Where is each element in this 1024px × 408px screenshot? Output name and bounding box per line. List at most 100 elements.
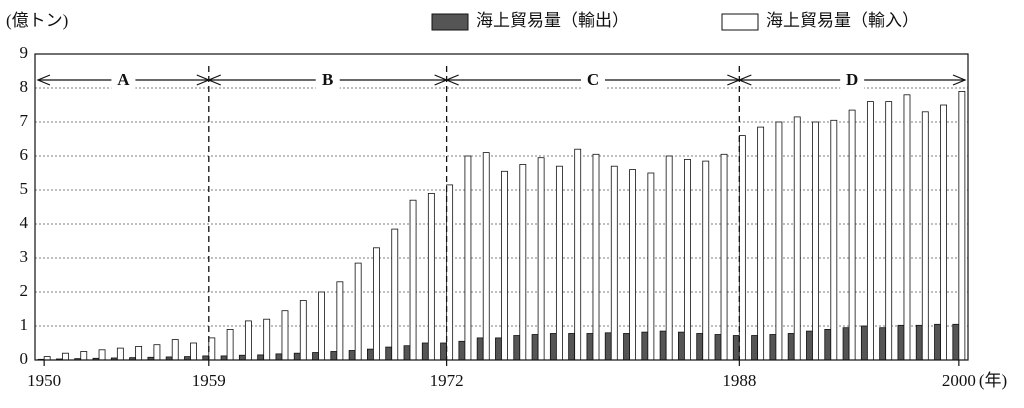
- bar: [684, 158, 691, 361]
- bar: [373, 247, 380, 361]
- label-bg: [580, 70, 605, 90]
- bar: [293, 352, 301, 361]
- bar: [665, 155, 673, 361]
- y-tick-label: 8: [20, 77, 29, 96]
- bar: [476, 337, 484, 361]
- bar: [732, 335, 740, 361]
- arrow-head: [36, 74, 51, 86]
- bar: [409, 199, 417, 361]
- bar: [391, 228, 399, 361]
- y-tick-label: 4: [20, 213, 29, 232]
- legend-label: 海上貿易量（輸出）: [476, 11, 629, 30]
- bar: [574, 148, 582, 361]
- bar: [866, 101, 874, 361]
- bar: [421, 342, 429, 361]
- bar: [330, 351, 338, 361]
- bar: [80, 351, 88, 361]
- bar: [555, 165, 563, 361]
- bar: [830, 119, 838, 361]
- label-bg: [840, 70, 865, 90]
- legend-swatch: [721, 13, 759, 31]
- bar: [482, 152, 490, 361]
- y-tick-label: 3: [20, 247, 29, 266]
- y-tick-label: 1: [20, 315, 29, 334]
- bar: [62, 352, 69, 361]
- bar: [903, 94, 911, 361]
- bar: [318, 291, 325, 361]
- bar: [336, 281, 344, 361]
- bar: [824, 328, 832, 361]
- bar: [940, 104, 947, 361]
- bar: [531, 334, 539, 361]
- y-unit: (億トン): [6, 11, 68, 30]
- bar: [714, 334, 722, 361]
- plot-frame: [34, 53, 969, 361]
- bar: [495, 337, 502, 361]
- bar: [879, 327, 887, 361]
- bar: [848, 109, 856, 361]
- bar: [787, 333, 795, 361]
- period-label: A: [117, 70, 130, 89]
- bar: [769, 334, 777, 361]
- bar: [312, 352, 319, 361]
- bar: [263, 318, 271, 361]
- y-tick-label: 2: [20, 281, 29, 300]
- bar: [751, 335, 759, 361]
- bar: [678, 331, 685, 361]
- period-label: C: [587, 70, 599, 89]
- x-tick-label: 2000: [942, 371, 976, 390]
- bar: [299, 300, 307, 361]
- bar: [592, 153, 600, 361]
- bar: [275, 353, 283, 361]
- bar: [208, 337, 216, 361]
- bar: [153, 344, 161, 361]
- bar: [135, 345, 143, 361]
- x-tick-label: 1950: [27, 371, 61, 390]
- bar: [202, 355, 210, 361]
- bar: [464, 155, 472, 361]
- y-tick-label: 6: [20, 145, 29, 164]
- bar: [446, 184, 454, 361]
- bar: [171, 339, 179, 361]
- bar: [440, 342, 448, 361]
- bar: [244, 320, 252, 361]
- bar: [226, 328, 234, 361]
- bar: [238, 354, 246, 361]
- bar: [513, 335, 521, 361]
- bar: [806, 330, 813, 361]
- bar: [921, 111, 929, 361]
- bar: [610, 165, 618, 361]
- y-tick-label: 0: [20, 349, 29, 368]
- bar: [281, 310, 289, 361]
- bar: [812, 121, 819, 361]
- bar: [860, 325, 868, 361]
- bar: [696, 333, 704, 361]
- bar: [519, 164, 527, 361]
- bar: [897, 324, 905, 361]
- label-bg: [315, 70, 340, 90]
- bar: [775, 121, 783, 361]
- bar: [934, 323, 941, 361]
- bar: [842, 327, 850, 361]
- bar: [647, 172, 655, 361]
- bar: [501, 170, 508, 361]
- bar: [629, 169, 636, 361]
- bar: [549, 333, 557, 361]
- bar: [604, 332, 612, 361]
- bar: [427, 192, 435, 361]
- bar: [116, 347, 124, 361]
- arrow-head: [952, 74, 967, 86]
- bar: [623, 333, 630, 361]
- bar: [367, 348, 374, 361]
- period-label: B: [322, 70, 333, 89]
- x-unit: (年): [979, 371, 1007, 390]
- bar: [702, 160, 710, 361]
- bar: [257, 354, 265, 361]
- bar: [220, 355, 228, 361]
- legend-label: 海上貿易量（輸入）: [766, 11, 919, 30]
- bar: [659, 330, 667, 361]
- bar: [190, 342, 197, 361]
- period-label: D: [846, 70, 858, 89]
